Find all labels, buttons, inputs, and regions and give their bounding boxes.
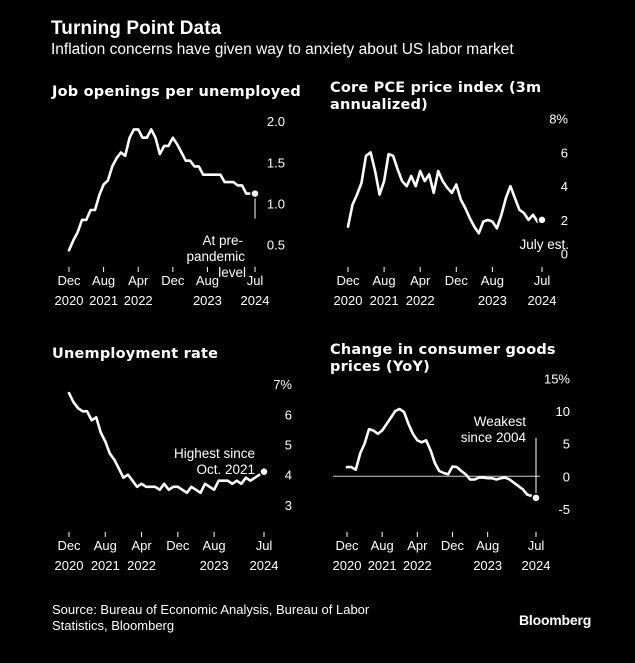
p4-x-tick-year: 2024 [522,558,551,573]
p2-y-tick-label: 0 [561,247,568,262]
p4-x-tick-year: 2023 [473,558,502,573]
p2-x-tick-label: Dec [445,273,469,288]
p3-x-tick-year: 2020 [55,558,84,573]
p4-x-tick-year: 2022 [403,558,432,573]
p2-x-tick-label: Aug [481,273,504,288]
p1-x-tick-year: 2024 [241,293,270,308]
p3-annotation-text: Highest since [174,446,255,461]
source-note: Source: Bureau of Economic Analysis, Bur… [52,602,370,633]
p2-y-tick-label: 4 [561,179,568,194]
p4-x-tick-label: Apr [407,538,428,553]
p2-x-tick-year: 2024 [528,293,557,308]
page-title: Turning Point Data [51,18,222,39]
p4-x-tick-label: Dec [441,538,465,553]
p1-x-tick-year: 2020 [55,293,84,308]
p1-x-tick-year: 2021 [89,293,118,308]
p1-y-tick-label: 1.0 [267,196,285,211]
p2-x-tick-label: Dec [336,273,360,288]
p4-x-tick-year: 2020 [333,558,362,573]
p1-x-tick-label: Aug [92,273,115,288]
page-subtitle: Inflation concerns have given way to anx… [51,41,514,58]
p3-y-tick-label: 3 [285,498,292,513]
p1-x-tick-year: 2022 [124,293,153,308]
p3-x-tick-label: Dec [57,538,81,553]
p3-y-tick-label: 4 [285,468,292,483]
p3-annotation-text: Oct. 2021 [196,462,255,477]
p1-endpoint-marker [250,188,260,199]
p4-y-tick-label: 10 [556,404,570,419]
p4-y-tick-label: 0 [563,469,570,484]
p4-series-line [345,407,538,500]
p1-x-tick-year: 2023 [193,293,222,308]
consumer-goods-chart-title: Change in consumer goods prices (YoY) [330,342,556,375]
p4-annotation-text: Weakest [474,414,527,429]
p2-x-tick-year: 2021 [370,293,399,308]
p1-y-tick-label: 1.5 [267,155,285,170]
p3-x-tick-label: Apr [131,538,152,553]
p2-x-tick-label: Jul [534,273,551,288]
p3-series-line [67,391,266,495]
p4-x-tick-label: Dec [335,538,359,553]
p2-x-tick-year: 2023 [478,293,507,308]
p4-x-tick-label: Aug [476,538,499,553]
p4-x-tick-label: Aug [371,538,394,553]
p1-annotation-text: level [218,265,246,280]
p2-x-tick-label: Aug [373,273,396,288]
p1-x-tick-label: Aug [196,273,219,288]
p2-x-tick-year: 2020 [334,293,363,308]
p2-endpoint-marker [537,215,547,225]
p1-annotation-text: pandemic [186,249,245,264]
p3-x-tick-label: Aug [203,538,226,553]
p1-annotation-text: At pre- [202,233,243,248]
p1-x-tick-label: Dec [161,273,185,288]
p1-x-tick-label: Jul [247,273,264,288]
p4-y-tick-label: 15% [544,371,570,386]
p2-x-tick-label: Apr [410,273,431,288]
core-pce-chart-title: Core PCE price index (3m annualized) [330,80,542,113]
p3-x-tick-year: 2023 [200,558,229,573]
p3-x-tick-label: Aug [94,538,117,553]
p4-y-tick-label: -5 [558,502,570,517]
p2-y-tick-label: 6 [561,145,568,160]
unemployment-chart-title: Unemployment rate [52,346,219,362]
p2-annotation-text: July est. [519,237,569,252]
p3-x-tick-year: 2021 [91,558,120,573]
p4-annotation-text: since 2004 [461,430,527,445]
p1-y-tick-label: 0.5 [267,238,285,253]
p3-y-tick-label: 5 [285,437,292,452]
p4-x-tick-label: Jul [528,538,545,553]
p4-endpoint-marker [531,493,541,503]
p1-y-tick-label: 2.0 [267,114,285,129]
p2-series-line [346,151,544,235]
job-openings-chart-title: Job openings per unemployed [52,84,302,100]
p2-y-tick-label: 8% [549,112,568,127]
p1-x-tick-label: Dec [57,273,81,288]
p3-y-tick-label: 6 [285,407,292,422]
p3-x-tick-label: Jul [256,538,273,553]
p3-x-tick-year: 2024 [250,558,279,573]
p4-x-tick-year: 2021 [368,558,397,573]
bloomberg-logo: Bloomberg [519,612,592,628]
p1-x-tick-label: Apr [128,273,149,288]
p3-endpoint-marker [259,466,269,477]
p2-x-tick-year: 2022 [406,293,435,308]
p3-x-tick-year: 2022 [127,558,156,573]
p3-x-tick-label: Dec [166,538,190,553]
p1-series-line [67,128,257,252]
p4-y-tick-label: 5 [563,437,570,452]
p3-y-tick-label: 7% [273,377,292,392]
p2-y-tick-label: 2 [561,213,568,228]
